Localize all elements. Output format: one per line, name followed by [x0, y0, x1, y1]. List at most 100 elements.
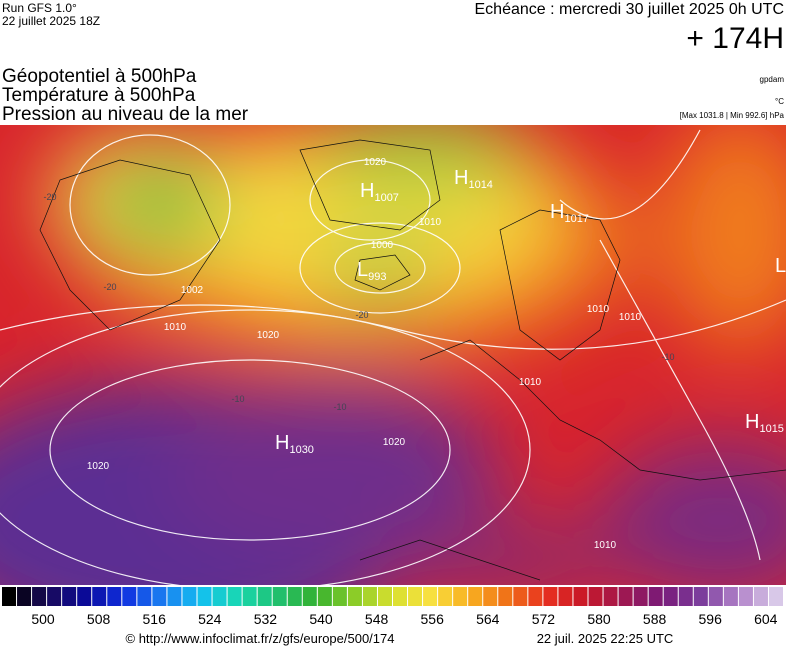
colorbar: 500 508 516 524 532 540 548 556 564 572 580 588 596 6… [2, 587, 783, 627]
color-swatch [107, 587, 122, 606]
color-swatch [167, 587, 182, 606]
isobar-label: 1010 [594, 540, 617, 551]
run-date: 22 juillet 2025 18Z [2, 14, 100, 28]
color-swatch [618, 587, 633, 606]
isobar-label: 1020 [383, 437, 406, 448]
color-swatch [438, 587, 453, 606]
title: Pression au niveau de la mer [2, 104, 249, 125]
color-swatch [708, 587, 723, 606]
isobar-label: 1010 [619, 312, 642, 323]
color-swatch [122, 587, 137, 606]
color-swatch [317, 587, 332, 606]
color-swatch [423, 587, 438, 606]
pressure-center: L993 [357, 259, 386, 283]
source: © http://www.infoclimat.fr/z/gfs/europe/… [126, 631, 395, 646]
isobar-label: 1020 [364, 157, 387, 168]
isobar-label: 1010 [164, 322, 187, 333]
center-value: 1007 [374, 192, 398, 204]
lead-time: + 174H [686, 22, 784, 55]
color-swatch [17, 587, 32, 606]
pressure-center: L [775, 255, 786, 277]
color-swatch [302, 587, 317, 606]
color-swatch [377, 587, 392, 606]
color-swatch [723, 587, 738, 606]
center-letter: H [454, 167, 468, 189]
valid-time: Echéance : mercredi 30 juillet 2025 0h U… [475, 1, 785, 18]
color-swatch [528, 587, 543, 606]
center-letter: H [360, 180, 374, 202]
colorbar-label: 508 [87, 611, 111, 627]
color-swatch [738, 587, 753, 606]
center-value: 1030 [289, 444, 313, 456]
color-swatch [62, 587, 77, 606]
pressure-center: H1007 [360, 180, 399, 204]
unit: gpdam [760, 75, 785, 84]
colorbar-label: 604 [754, 611, 778, 627]
color-swatch [257, 587, 272, 606]
color-swatch [558, 587, 573, 606]
color-swatch [2, 587, 17, 606]
color-swatch [573, 587, 588, 606]
color-swatch [768, 587, 783, 606]
center-letter: H [745, 411, 759, 433]
center-letter: L [775, 255, 786, 277]
temperature-label: -20 [43, 192, 56, 202]
unit: °C [775, 97, 784, 106]
colorbar-label: 532 [254, 611, 278, 627]
isobar-label: 1002 [181, 285, 204, 296]
color-swatch [393, 587, 408, 606]
color-swatch [498, 587, 513, 606]
color-swatch [693, 587, 708, 606]
color-swatch [182, 587, 197, 606]
colorbar-label: 588 [643, 611, 667, 627]
color-swatch [197, 587, 212, 606]
isobar-label: 1020 [87, 461, 110, 472]
center-letter: H [275, 432, 289, 454]
color-swatch [468, 587, 483, 606]
color-swatch [362, 587, 377, 606]
center-letter: H [550, 201, 564, 223]
color-swatch [272, 587, 287, 606]
isobar-label: 1010 [587, 304, 610, 315]
timestamp: 22 juil. 2025 22:25 UTC [537, 631, 674, 646]
color-swatch [603, 587, 618, 606]
color-swatch [543, 587, 558, 606]
color-swatch [212, 587, 227, 606]
color-swatch [513, 587, 528, 606]
colorbar-label: 540 [309, 611, 333, 627]
color-swatch [332, 587, 347, 606]
field [0, 125, 786, 585]
pressure-center: H1015 [745, 411, 784, 435]
color-swatch [152, 587, 167, 606]
colorbar-label: 580 [587, 611, 611, 627]
color-swatch [227, 587, 242, 606]
center-value: 1017 [564, 213, 588, 225]
color-swatch [47, 587, 62, 606]
color-swatch [453, 587, 468, 606]
color-swatch [77, 587, 92, 606]
unit: [Max 1031.8 | Min 992.6] hPa [680, 111, 785, 120]
colorbar-label: 572 [532, 611, 556, 627]
colorbar-label: 524 [198, 611, 222, 627]
isobar-label: 1010 [419, 217, 442, 228]
center-value: 1015 [759, 423, 783, 435]
temperature-label: -20 [103, 282, 116, 292]
run: Run GFS 1.0° [2, 1, 77, 15]
isobar-label: 1010 [519, 377, 542, 388]
temperature-label: -10 [333, 402, 346, 412]
pressure-center: H1030 [275, 432, 314, 456]
pressure-center: H1014 [454, 167, 493, 191]
center-value: 1014 [468, 179, 492, 191]
color-swatch [92, 587, 107, 606]
color-swatch [242, 587, 257, 606]
color-swatch [408, 587, 423, 606]
color-swatch [347, 587, 362, 606]
color-swatch [633, 587, 648, 606]
center-letter: L [357, 259, 368, 281]
colorbar-label: 564 [476, 611, 500, 627]
color-swatch [287, 587, 302, 606]
center-value: 993 [368, 271, 386, 283]
colorbar-label: 596 [699, 611, 723, 627]
